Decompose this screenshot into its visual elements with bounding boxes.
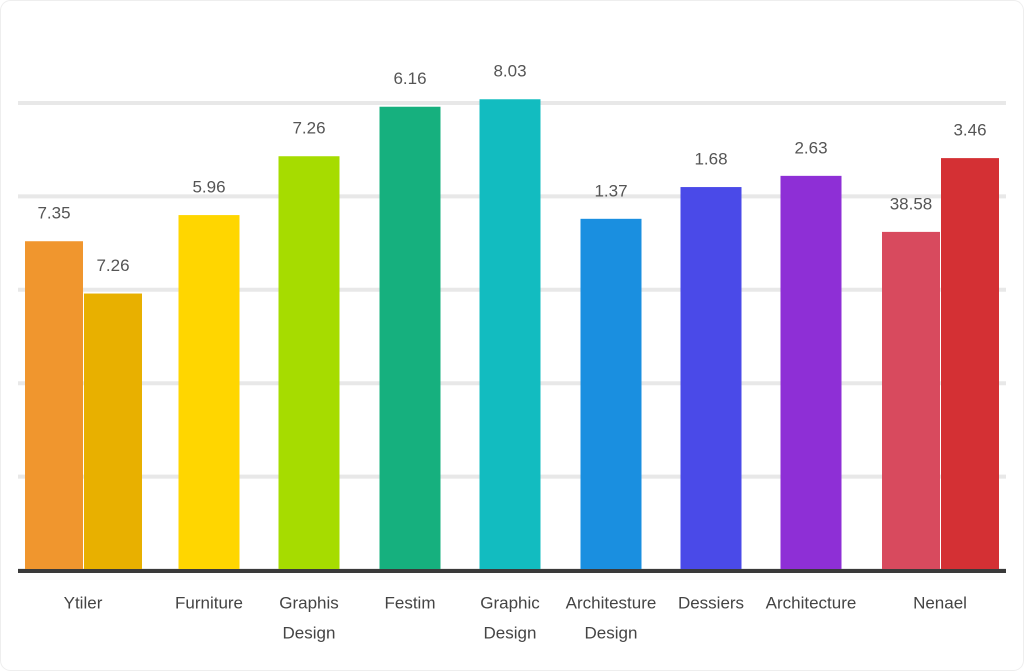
x-tick-label: Ytiler xyxy=(64,593,103,612)
x-tick-label: Graphic xyxy=(480,593,540,612)
x-tick-label: Architecture xyxy=(766,593,857,612)
bar-label: 8.03 xyxy=(493,62,526,81)
bar xyxy=(680,187,742,570)
bar-label: 1.37 xyxy=(594,181,627,200)
bar xyxy=(479,99,541,570)
bar-label: 3.46 xyxy=(953,121,986,140)
bar-label: 7.35 xyxy=(37,204,70,223)
bar-label: 6.16 xyxy=(393,69,426,88)
x-tick-label: Graphis xyxy=(279,593,339,612)
bar xyxy=(178,215,240,570)
x-tick-label: Nenael xyxy=(913,593,967,612)
bar-label: 5.96 xyxy=(192,178,225,197)
x-tick-label: Design xyxy=(283,623,336,642)
bar xyxy=(379,106,441,571)
bar xyxy=(278,156,340,570)
bar-label: 7.26 xyxy=(292,119,325,138)
bar xyxy=(84,293,142,570)
bar xyxy=(25,241,83,570)
x-tick-label: Architesture xyxy=(566,593,657,612)
bar xyxy=(780,175,842,571)
bar xyxy=(580,218,642,571)
bar xyxy=(941,158,999,570)
x-tick-label: Design xyxy=(484,623,537,642)
bar-label: 7.26 xyxy=(96,256,129,275)
bar-label: 1.68 xyxy=(694,150,727,169)
x-tick-label: Design xyxy=(585,623,638,642)
x-tick-label: Furniture xyxy=(175,593,243,612)
bar-label: 38.58 xyxy=(890,194,933,213)
bar xyxy=(882,231,940,570)
x-tick-label: Dessiers xyxy=(678,593,744,612)
bar-label: 2.63 xyxy=(794,138,827,157)
x-tick-label: Festim xyxy=(385,593,436,612)
